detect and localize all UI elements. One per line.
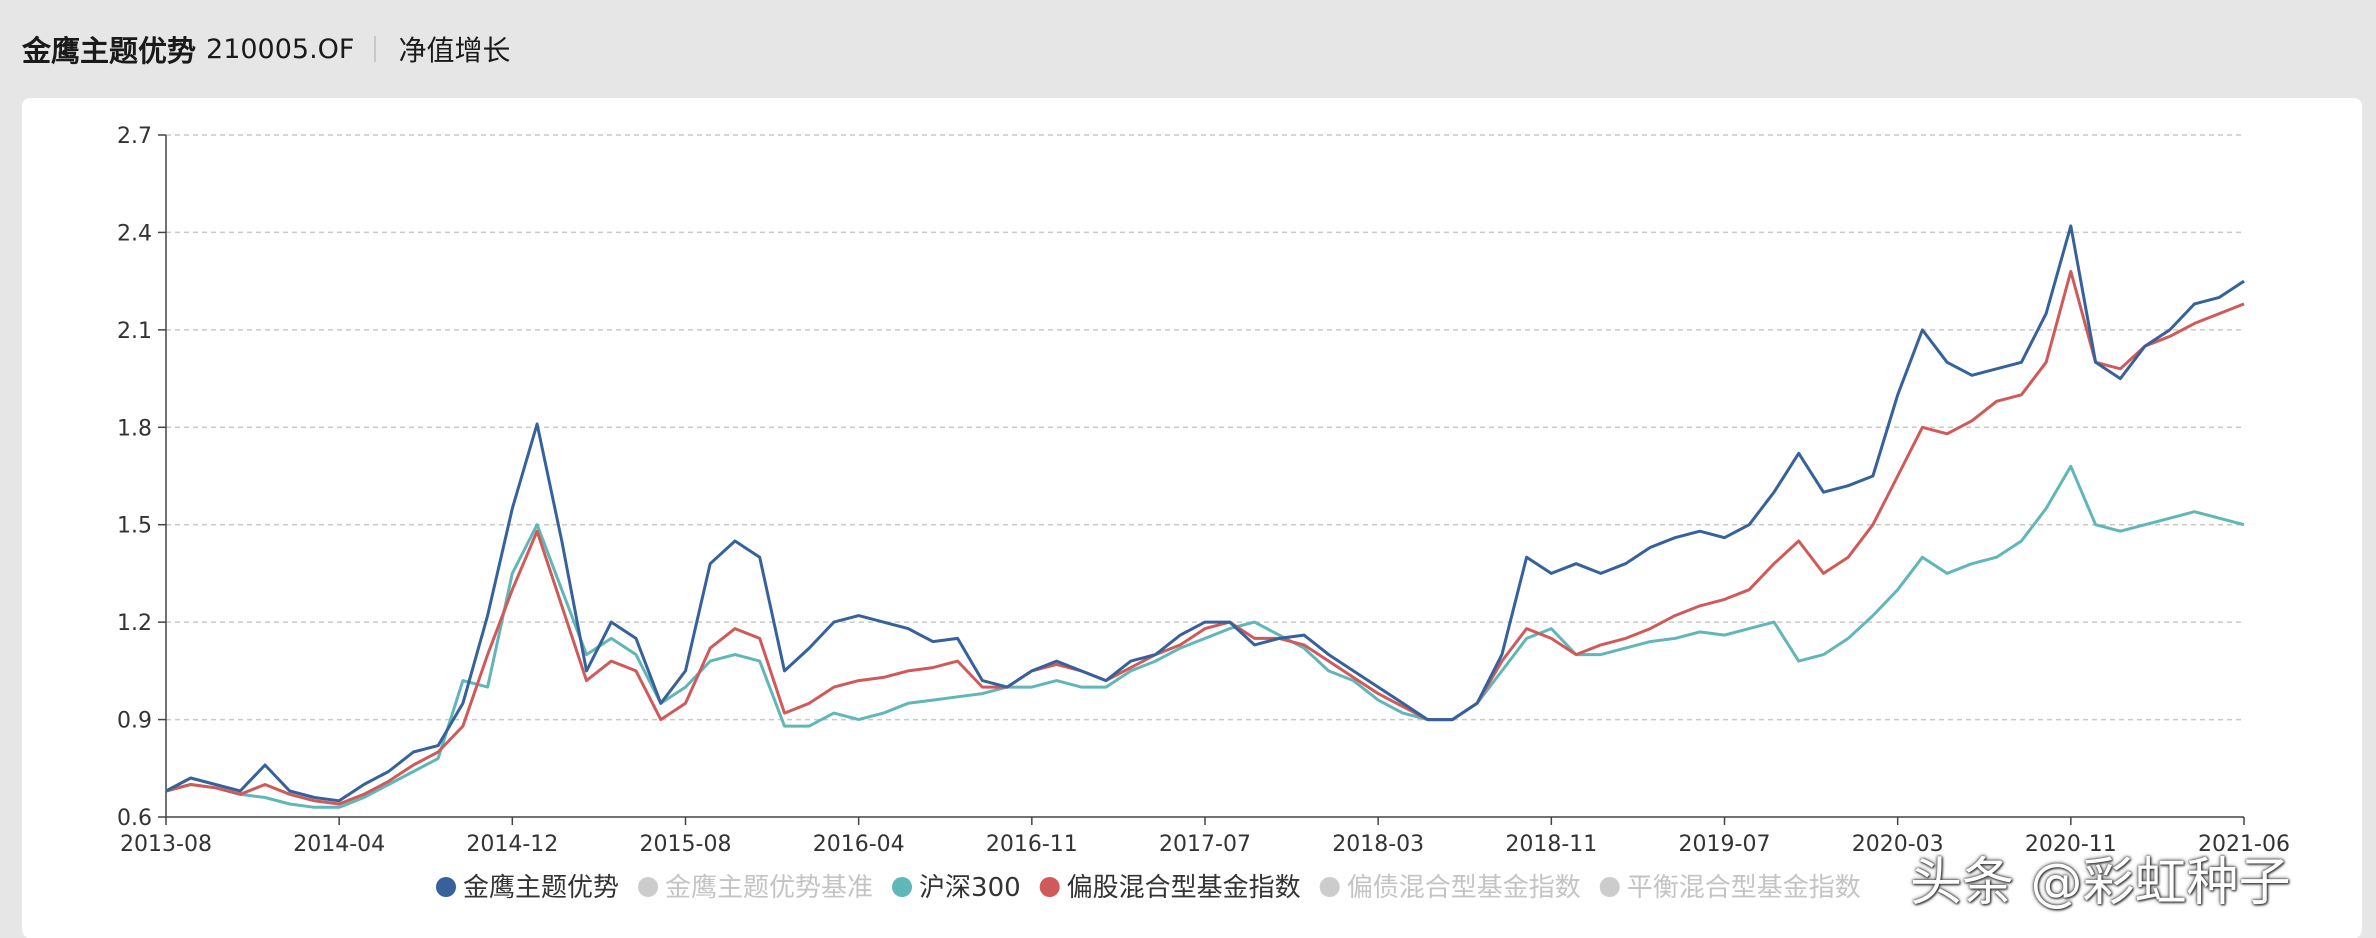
y-tick-label: 0.6 [117,806,152,831]
x-tick-label: 2013-08 [120,832,212,857]
x-tick-label: 2014-04 [293,832,385,857]
header-divider [374,36,377,62]
x-tick-label: 2018-03 [1332,832,1424,857]
y-tick-label: 1.2 [117,611,152,636]
series-line-0 [165,224,2245,803]
x-tick-label: 2017-07 [1159,832,1251,857]
fund-code: 210005.OF [206,33,355,65]
x-tick-label: 2019-07 [1679,832,1771,857]
legend-marker[interactable] [892,877,913,897]
line-chart: 0.6 0.9 1.2 1.5 1.8 2.1 2.4 2.7 2013-08 2014-04 20… [117,124,2290,903]
legend-marker[interactable] [436,877,456,897]
x-tick-label: 2014-12 [466,832,558,857]
x-tick-label: 2016-04 [813,832,905,857]
legend-marker[interactable] [1599,877,1620,897]
legend-item[interactable]: 平衡混合型基金指数 [1627,873,1861,903]
fund-name: 金鹰主题优势 [22,34,197,68]
x-tick-label: 2016-11 [986,832,1078,857]
chart-panel: 0.6 0.9 1.2 1.5 1.8 2.1 2.4 2.7 2013-08 2014-04 20… [22,98,2362,938]
tab-net-value-growth[interactable]: 净值增长 [398,34,511,67]
y-tick-label: 1.5 [117,514,152,539]
legend-item[interactable]: 沪深300 [919,873,1021,903]
y-tick-label: 0.9 [117,709,152,734]
legend-item[interactable]: 金鹰主题优势 [463,873,619,903]
legend-item[interactable]: 金鹰主题优势基准 [665,873,873,903]
watermark: 头条 @彩虹种子 [1910,853,2291,913]
legend-item[interactable]: 偏股混合型基金指数 [1067,873,1301,903]
chart-header: 金鹰主题优势 210005.OF 净值增长 [22,0,510,98]
x-tick-label: 2018-11 [1505,832,1597,857]
legend-marker[interactable] [1319,877,1340,897]
x-tick-label: 2020-03 [1852,832,1944,857]
series-line-3 [165,269,2245,806]
y-tick-label: 1.8 [117,416,152,441]
x-tick-label: 2020-11 [2025,832,2117,857]
y-tick-label: 2.7 [117,124,152,149]
y-tick-label: 2.1 [117,319,152,344]
legend-marker[interactable] [638,877,659,897]
legend-item[interactable]: 偏债混合型基金指数 [1347,873,1581,903]
legend-marker[interactable] [1039,877,1060,897]
x-tick-label: 2015-08 [640,832,732,857]
x-tick-label: 2021-06 [2198,832,2290,857]
y-tick-label: 2.4 [117,221,152,246]
series-line-2 [165,464,2245,809]
